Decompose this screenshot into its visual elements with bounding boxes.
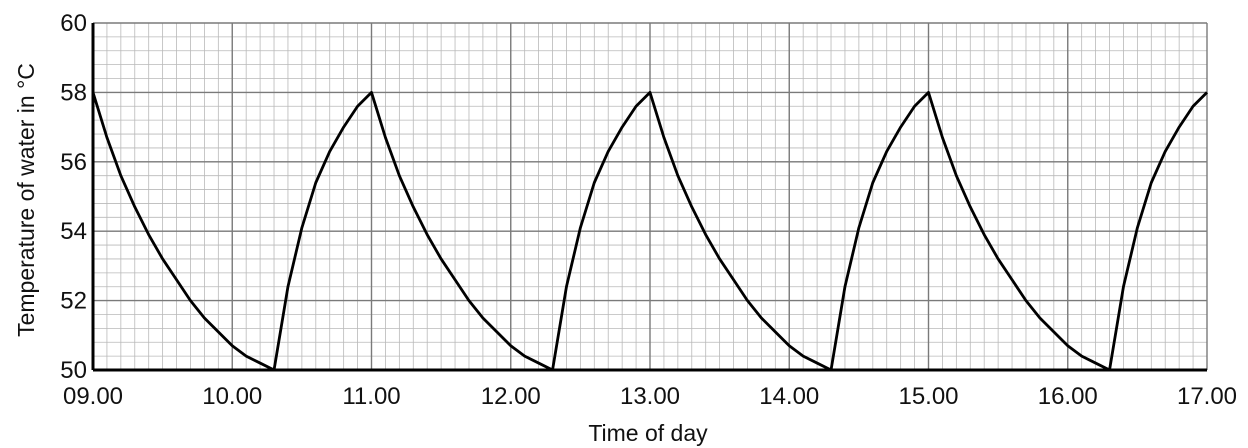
y-tick-label: 54: [60, 218, 87, 245]
x-tick-label: 15.00: [898, 383, 958, 410]
x-axis-title: Time of day: [588, 420, 708, 446]
y-tick-label: 58: [60, 79, 87, 106]
x-tick-label: 12.00: [481, 383, 541, 410]
x-tick-label: 09.00: [63, 383, 123, 410]
x-tick-label: 16.00: [1038, 383, 1098, 410]
series-layer: [91, 91, 1208, 372]
y-tick-label: 50: [60, 357, 87, 384]
y-tick-labels: 50 52 54 56 58 60: [60, 10, 87, 384]
y-tick-label: 52: [60, 288, 87, 315]
x-tick-label: 13.00: [620, 383, 680, 410]
x-tick-label: 10.00: [202, 383, 262, 410]
x-tick-label: 14.00: [759, 383, 819, 410]
y-tick-label: 60: [60, 10, 87, 37]
series-line: [91, 91, 1208, 372]
y-tick-label: 56: [60, 149, 87, 176]
y-axis-title: Temperature of water in °C: [13, 63, 39, 337]
axes: [91, 23, 1207, 372]
x-tick-label: 17.00: [1177, 383, 1237, 410]
major-grid: [92, 22, 1208, 371]
x-tick-label: 11.00: [342, 383, 400, 410]
x-tick-labels: 09.00 10.00 11.00 12.00 13.00 14.00 15.00 16.00…: [63, 383, 1237, 410]
